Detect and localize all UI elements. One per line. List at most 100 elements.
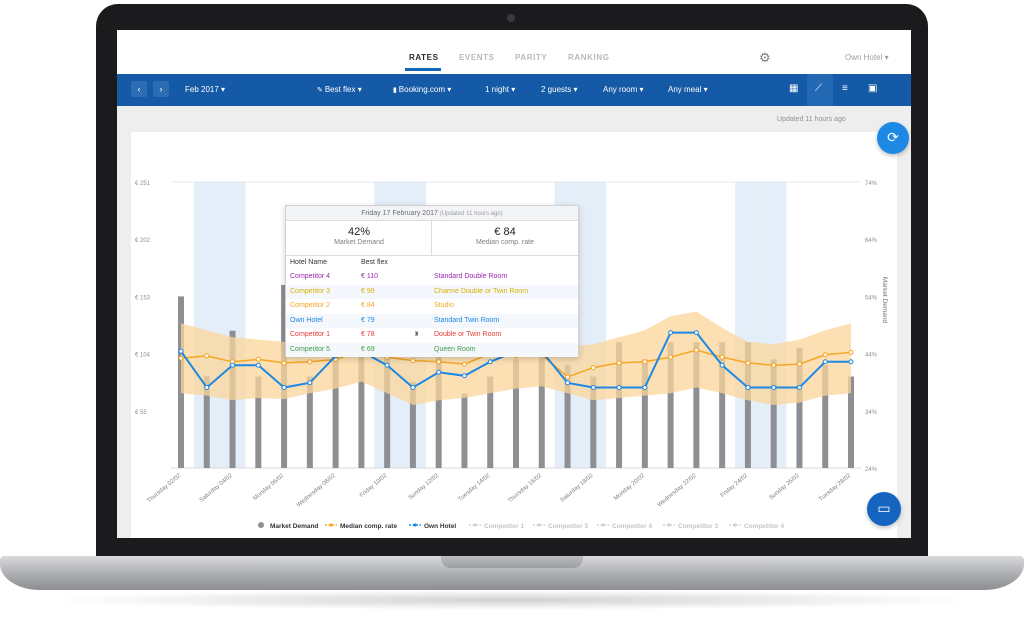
updated-timestamp: Updated 11 hours ago xyxy=(777,116,846,123)
own-hotel-point xyxy=(307,380,313,386)
tooltip-room-type: Standard Twin Room xyxy=(434,316,500,324)
meal-selector[interactable]: Any meal ▾ xyxy=(668,85,708,94)
los-selector[interactable]: 1 night ▾ xyxy=(485,85,516,94)
own-hotel-point xyxy=(719,362,725,368)
tab-rates[interactable]: RATES xyxy=(409,53,439,62)
top-navigation: RATES EVENTS PARITY RANKING ⚙ Own Hotel … xyxy=(117,30,911,74)
market-demand-bar xyxy=(384,330,391,468)
own-hotel-point xyxy=(436,369,442,375)
tooltip-hotel-name: Competitor 2 xyxy=(290,302,331,309)
market-demand-label: Market Demand xyxy=(334,239,384,246)
tooltip-rate: € 99 xyxy=(361,287,375,295)
tab-ranking[interactable]: RANKING xyxy=(568,53,610,62)
list-icon[interactable]: ≡ xyxy=(842,83,848,94)
channel-icon: ▮ xyxy=(393,87,399,94)
legend-label: Competitor 3 xyxy=(678,523,718,530)
app-screen: RATES EVENTS PARITY RANKING ⚙ Own Hotel … xyxy=(117,30,911,538)
own-hotel-point xyxy=(693,330,699,336)
tab-events[interactable]: EVENTS xyxy=(459,53,495,62)
legend-marker xyxy=(413,523,417,527)
tooltip-median-rate: € 84 Median comp. rate xyxy=(432,226,578,246)
x-tick-label: Friday 10/02 xyxy=(359,473,389,499)
month-selector[interactable]: Feb 2017 ▾ xyxy=(185,85,226,94)
active-tab-indicator xyxy=(405,68,441,71)
market-demand-bar xyxy=(358,330,365,468)
market-demand-bar xyxy=(255,376,262,468)
tooltip-rate: € 84 xyxy=(361,302,375,309)
median-rate-point xyxy=(745,360,751,366)
legend-marker xyxy=(473,523,477,527)
calendar-icon[interactable]: ▦ xyxy=(789,83,799,94)
own-hotel-point xyxy=(204,384,210,390)
median-rate-point xyxy=(693,347,699,353)
y-left-tick-label: € 104 xyxy=(135,353,151,359)
refresh-button[interactable]: ⟳ xyxy=(877,122,909,154)
own-hotel-point xyxy=(668,330,674,336)
active-view-highlight xyxy=(807,74,833,106)
market-demand-bar xyxy=(848,376,854,468)
market-demand-bar xyxy=(487,376,494,468)
own-hotel-point xyxy=(590,384,596,390)
excel-icon[interactable]: ▣ xyxy=(868,83,878,94)
x-tick-label: Wednesday 08/02 xyxy=(296,473,337,509)
room-selector[interactable]: Any room ▾ xyxy=(603,85,644,94)
x-tick-label: Tuesday 14/02 xyxy=(457,473,492,503)
own-hotel-point xyxy=(384,362,390,368)
x-tick-label: Thursday 02/02 xyxy=(146,473,182,505)
market-demand-bar xyxy=(616,342,623,468)
y-left-tick-label: € 251 xyxy=(135,181,151,187)
tooltip-separator xyxy=(286,255,578,256)
median-rate-point xyxy=(307,359,313,365)
channel-selector-label: Booking.com ▾ xyxy=(398,85,452,94)
tooltip-row: Competitor 2 € 84 Studio xyxy=(286,299,578,314)
x-tick-label: Saturday 04/02 xyxy=(199,473,235,504)
filter-toolbar: ‹ › Feb 2017 ▾ ✎ Best flex ▾ ▮ Booking.c… xyxy=(117,74,911,106)
market-demand-bar xyxy=(564,365,571,468)
own-hotel-point xyxy=(487,359,493,365)
gear-icon[interactable]: ⚙ xyxy=(759,50,771,65)
legend-label: Own Hotel xyxy=(424,523,456,530)
legend-marker xyxy=(537,523,541,527)
own-hotel-point xyxy=(281,384,287,390)
x-tick-label: Saturday 18/02 xyxy=(560,473,596,504)
next-month-button[interactable]: › xyxy=(153,81,169,97)
tooltip-rate: € 78 xyxy=(361,331,375,338)
channel-selector[interactable]: ▮ Booking.com ▾ xyxy=(393,85,451,94)
market-demand-bar xyxy=(641,359,648,468)
y-right-tick-label: 54% xyxy=(865,295,878,301)
chat-button[interactable]: ▭ xyxy=(867,492,901,526)
tooltip-date: Friday 17 February 2017 xyxy=(361,210,438,217)
tooltip-row: Competitor 1 € 78 Double or Twin Room ♜ xyxy=(286,328,578,343)
own-hotel-point xyxy=(178,348,184,354)
guests-selector[interactable]: 2 guests ▾ xyxy=(541,85,578,94)
rate-selector-label: Best flex ▾ xyxy=(324,85,362,94)
tooltip-row: Competitor 4 € 110 Standard Double Room xyxy=(286,270,578,285)
tooltip-updated-note: (Updated 11 hours ago) xyxy=(439,211,503,217)
tooltip-market-demand: 42% Market Demand xyxy=(286,226,432,246)
rates-chart-card: € 55 € 104 € 153 € 202 € 251 24% 34% 44% 54% 64%… xyxy=(131,132,897,538)
tooltip-room-type: Queen Room xyxy=(434,345,476,353)
content-area: Updated 11 hours ago € 55 € 104 € 153 € 202… xyxy=(117,106,911,538)
legend-marker xyxy=(601,523,605,527)
y-left-axis: € 55 € 104 € 153 € 202 € 251 xyxy=(135,181,151,416)
median-rate-point xyxy=(590,365,596,371)
market-demand-bar xyxy=(435,336,442,468)
rate-selector[interactable]: ✎ Best flex ▾ xyxy=(317,85,362,94)
tooltip-divider xyxy=(431,221,432,255)
market-demand-value: 42% xyxy=(347,226,371,238)
tab-parity[interactable]: PARITY xyxy=(515,53,548,62)
account-selector[interactable]: Own Hotel ▾ xyxy=(845,53,889,62)
tooltip-room-type: Double or Twin Room xyxy=(434,331,502,338)
x-tick-label: Sunday 12/02 xyxy=(408,473,441,502)
y-right-tick-label: 64% xyxy=(865,238,878,244)
median-rate-point xyxy=(668,354,674,360)
market-demand-bar xyxy=(306,376,313,468)
prev-month-button[interactable]: ‹ xyxy=(131,81,147,97)
market-demand-bar xyxy=(590,376,597,468)
median-rate-point xyxy=(255,356,261,362)
own-hotel-point xyxy=(745,384,751,390)
line-chart-icon[interactable]: ⟋ xyxy=(815,83,822,94)
market-demand-bar xyxy=(744,342,751,468)
own-hotel-point xyxy=(642,384,648,390)
tooltip-row: Competitor 3 € 99 Charme Double or Twin Ro… xyxy=(286,284,578,299)
